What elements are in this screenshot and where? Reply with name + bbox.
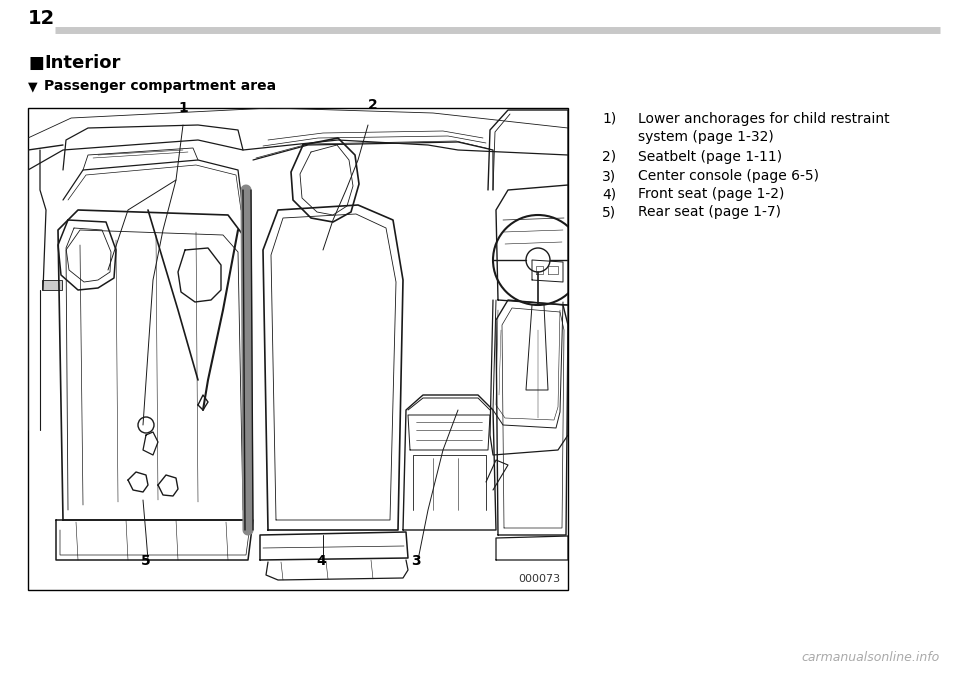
Text: 4: 4 bbox=[316, 554, 325, 568]
Text: Seatbelt (page 1-11): Seatbelt (page 1-11) bbox=[638, 150, 782, 164]
Text: Lower anchorages for child restraint: Lower anchorages for child restraint bbox=[638, 112, 890, 126]
Text: Front seat (page 1-2): Front seat (page 1-2) bbox=[638, 187, 784, 201]
Text: 1: 1 bbox=[179, 101, 188, 115]
Text: 1): 1) bbox=[602, 112, 616, 126]
Text: 3): 3) bbox=[602, 169, 616, 183]
Text: 3: 3 bbox=[411, 554, 420, 568]
Text: 5): 5) bbox=[602, 205, 616, 219]
Bar bbox=[28, 108, 568, 590]
Text: 2): 2) bbox=[602, 150, 616, 164]
Text: ■: ■ bbox=[28, 54, 44, 72]
Bar bbox=[42, 280, 62, 290]
Text: Rear seat (page 1-7): Rear seat (page 1-7) bbox=[638, 205, 781, 219]
Text: carmanualsonline.info: carmanualsonline.info bbox=[802, 651, 940, 664]
Text: 2: 2 bbox=[368, 98, 378, 112]
Text: 12: 12 bbox=[28, 9, 56, 28]
Text: 4): 4) bbox=[602, 187, 616, 201]
Text: 000073: 000073 bbox=[517, 574, 560, 584]
Text: ▼: ▼ bbox=[28, 80, 37, 93]
Text: Center console (page 6-5): Center console (page 6-5) bbox=[638, 169, 819, 183]
Text: 5: 5 bbox=[141, 554, 151, 568]
Text: Interior: Interior bbox=[44, 54, 120, 72]
Text: system (page 1-32): system (page 1-32) bbox=[638, 130, 774, 144]
Text: Passenger compartment area: Passenger compartment area bbox=[44, 79, 276, 93]
